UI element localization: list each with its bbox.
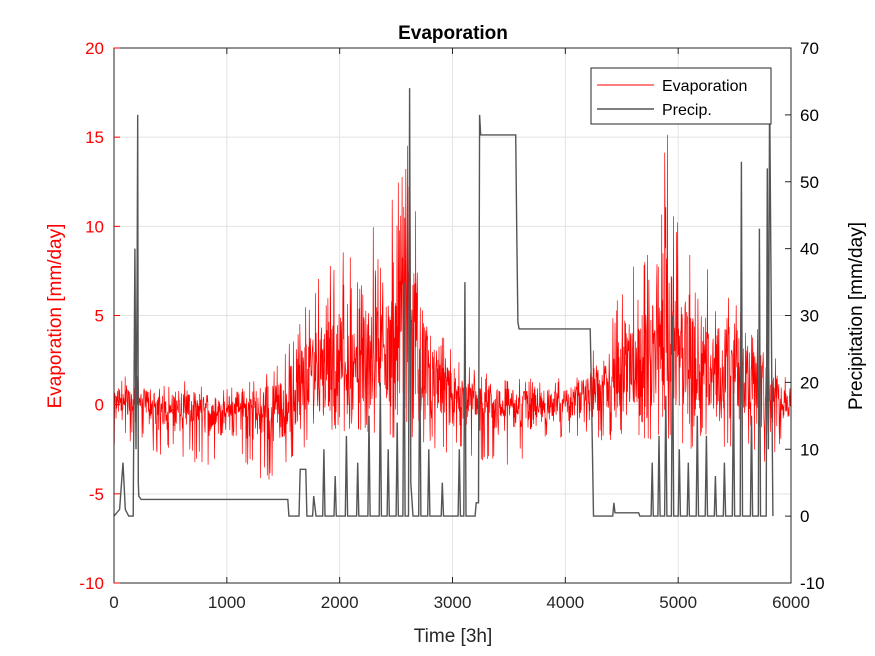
right-y-axis: -10 0 10 20 30 40 50 60 70 <box>785 39 825 593</box>
left-y-tick-label: 15 <box>85 128 104 147</box>
precip-line <box>113 88 774 517</box>
left-y-tick-label: 20 <box>85 39 104 58</box>
right-y-tick-label: 60 <box>800 106 819 125</box>
legend-label-evaporation: Evaporation <box>662 78 747 95</box>
x-tick-label: 3000 <box>434 593 472 612</box>
evaporation-line <box>113 134 792 480</box>
left-y-tick-label: 0 <box>95 396 104 415</box>
chart-title: Evaporation <box>398 23 508 44</box>
left-y-axis-label: Evaporation [mm/day] <box>45 224 66 409</box>
evaporation-series <box>113 134 792 480</box>
x-tick-label: 6000 <box>772 593 810 612</box>
right-y-tick-label: 50 <box>800 173 819 192</box>
x-axis: 0 1000 2000 3000 4000 5000 6000 <box>109 48 810 612</box>
right-y-tick-label: 70 <box>800 39 819 58</box>
precip-series <box>113 88 774 517</box>
left-y-tick-label: -5 <box>89 485 104 504</box>
right-y-tick-label: 40 <box>800 240 819 259</box>
x-tick-label: 1000 <box>208 593 246 612</box>
right-y-tick-label: 10 <box>800 440 819 459</box>
right-y-tick-label: -10 <box>800 574 825 593</box>
right-y-tick-label: 0 <box>800 507 809 526</box>
x-tick-label: 0 <box>109 593 118 612</box>
legend-box <box>590 67 772 125</box>
x-tick-label: 5000 <box>659 593 697 612</box>
x-tick-label: 4000 <box>546 593 584 612</box>
left-y-axis: -10 -5 0 5 10 15 20 <box>79 39 120 593</box>
right-y-axis-label: Precipitation [mm/day] <box>846 222 867 410</box>
left-y-tick-label: -10 <box>79 574 104 593</box>
x-axis-label: Time [3h] <box>414 626 493 647</box>
legend: Evaporation Precip. <box>590 67 772 125</box>
left-y-tick-label: 5 <box>95 307 104 326</box>
legend-label-precip: Precip. <box>662 102 712 119</box>
left-y-tick-label: 10 <box>85 217 104 236</box>
x-tick-label: 2000 <box>321 593 359 612</box>
right-y-tick-label: 30 <box>800 307 819 326</box>
right-y-tick-label: 20 <box>800 373 819 392</box>
